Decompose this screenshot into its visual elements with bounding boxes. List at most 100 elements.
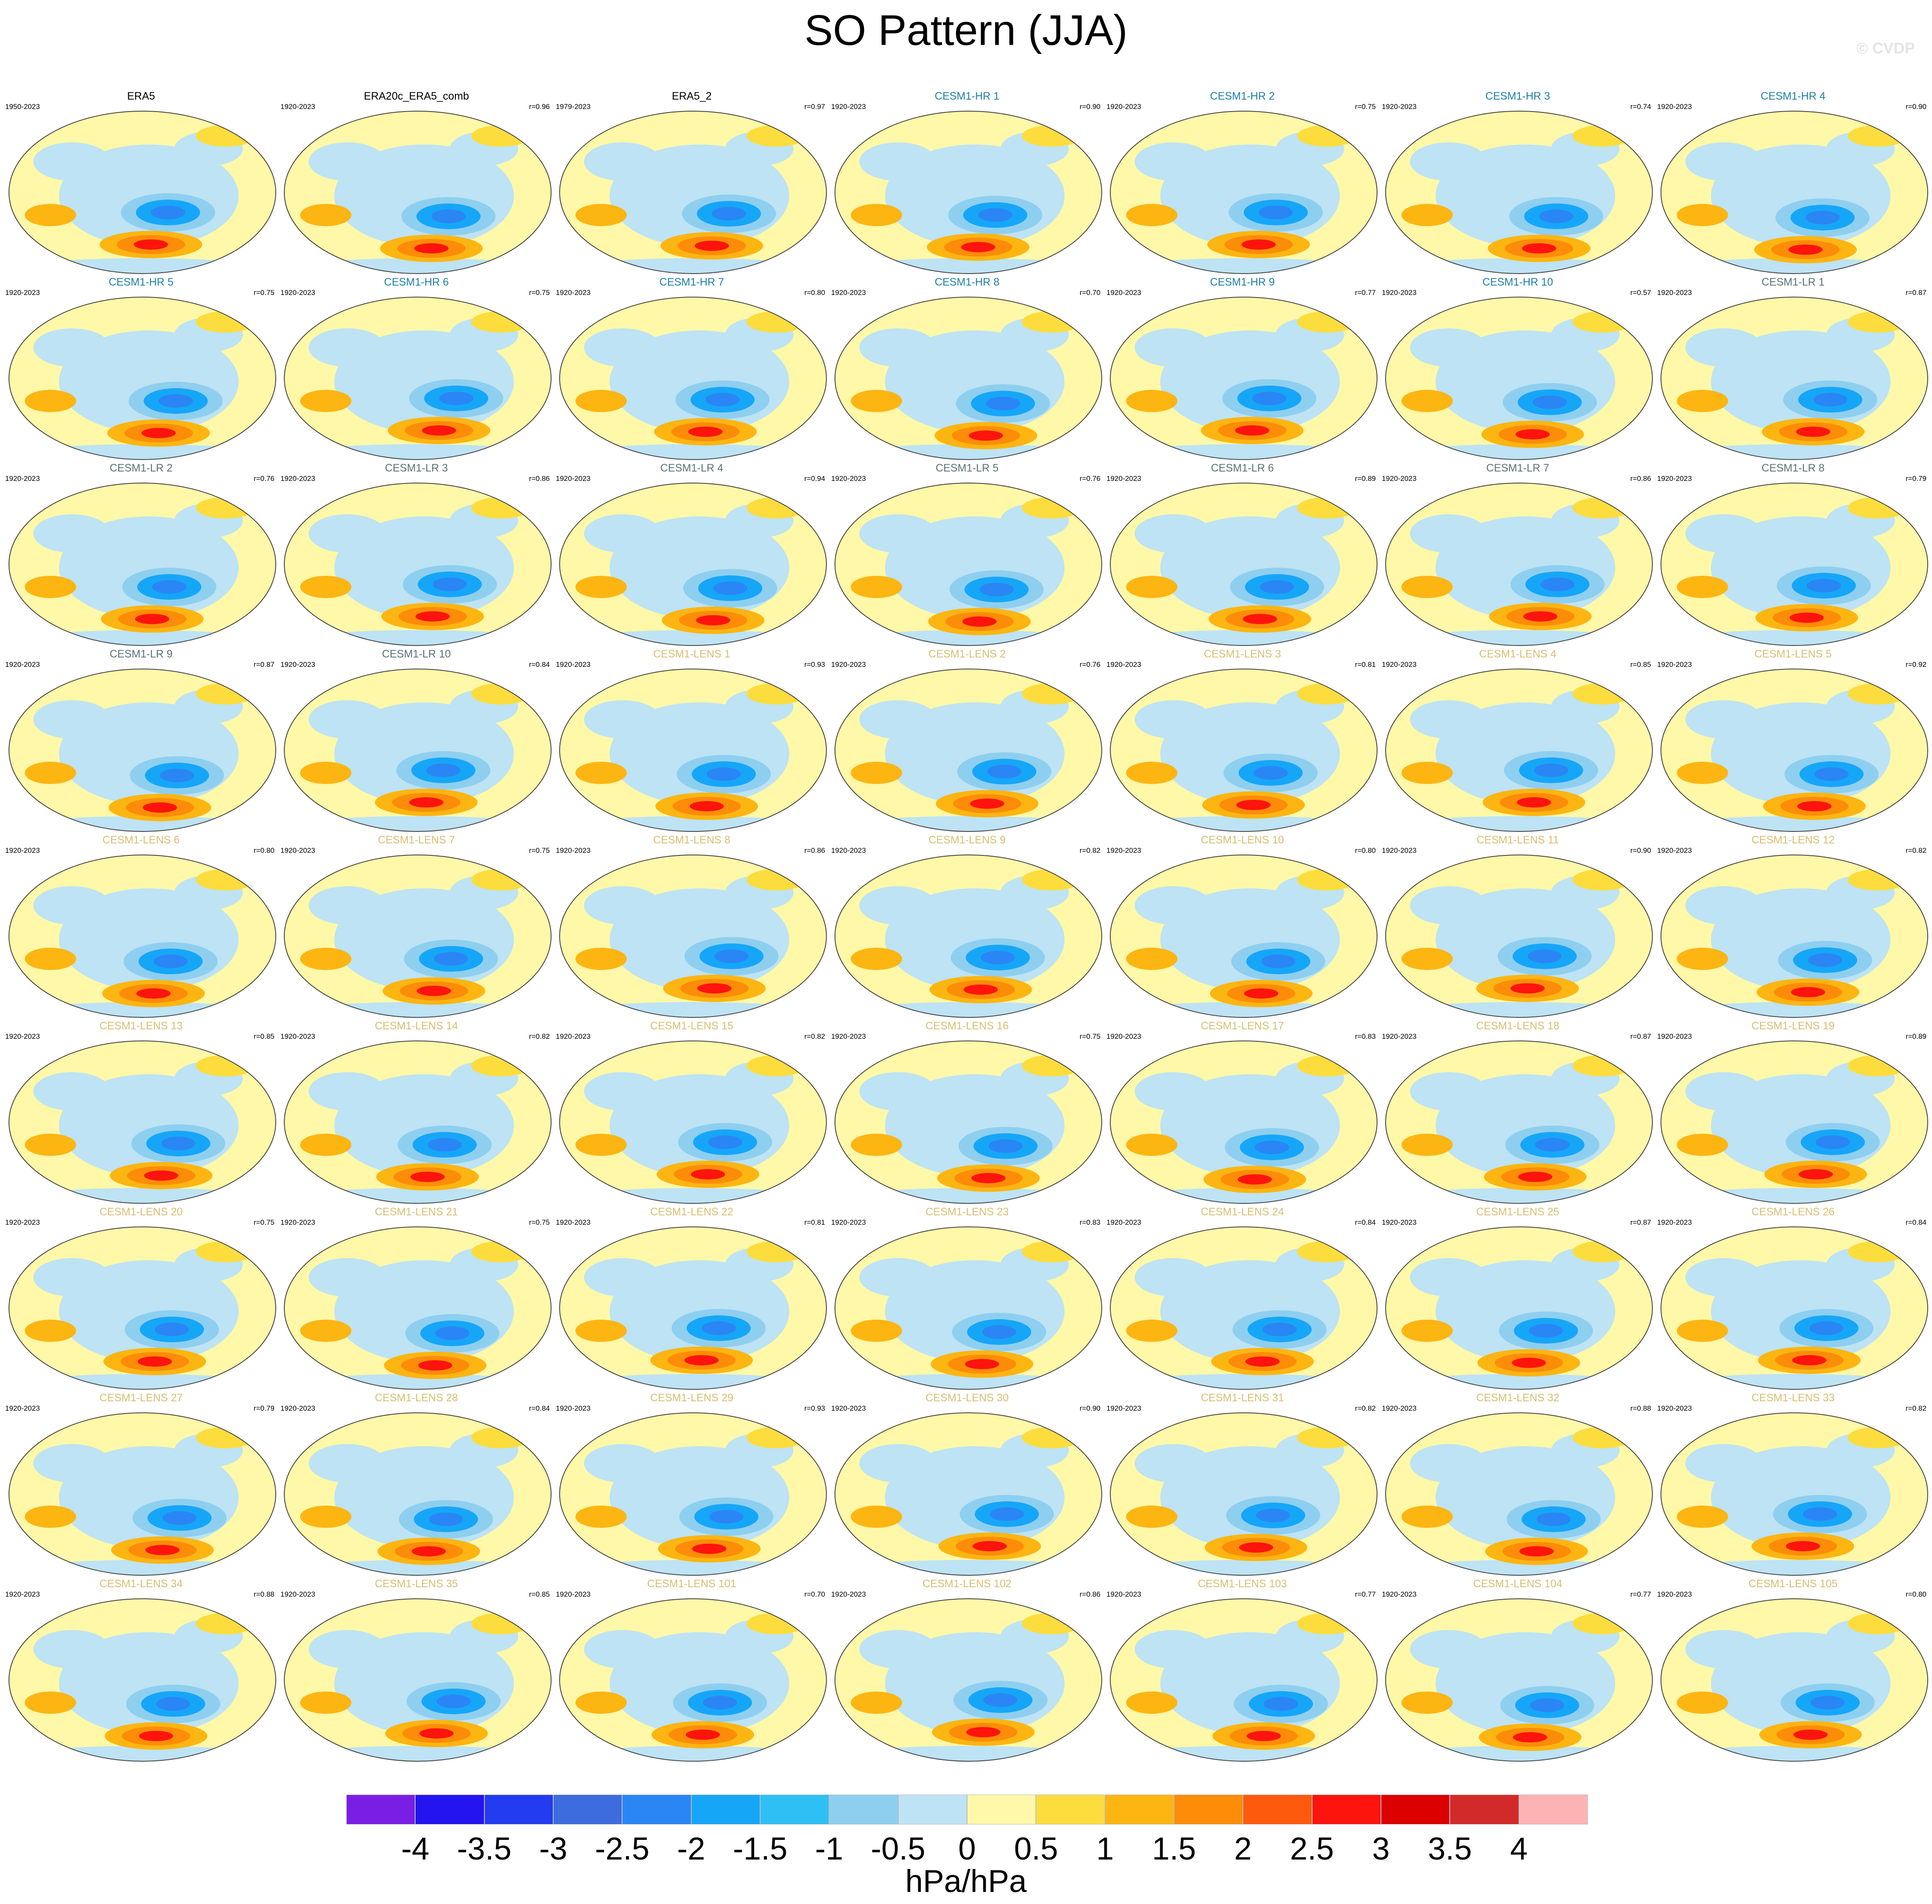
colorbar-swatch: [829, 1795, 898, 1824]
page-title: SO Pattern (JJA): [804, 6, 1128, 54]
negative-anomaly-region: [289, 444, 546, 460]
positive-anomaly-region: [300, 1134, 351, 1156]
negative-anomaly-core: [431, 209, 466, 223]
negative-anomaly-core: [983, 1693, 1018, 1707]
map-panel: CESM1-LENS 104 1920-2023 r=0.77: [1381, 1577, 1655, 1763]
positive-anomaly-region: [1126, 1692, 1177, 1714]
positive-anomaly-region: [25, 390, 76, 412]
panel-years: 1920-2023: [280, 475, 316, 483]
negative-anomaly-region: [840, 1002, 1097, 1017]
panel-years: 1920-2023: [1106, 1218, 1142, 1226]
positive-anomaly-core: [134, 239, 168, 250]
panel-correlation: r=0.77: [1355, 1590, 1376, 1598]
panel-correlation: r=0.93: [804, 660, 825, 669]
world-map: [1661, 297, 1928, 460]
negative-anomaly-core: [1261, 955, 1295, 968]
colorbar-swatch: [484, 1795, 553, 1824]
panel-years: 1920-2023: [280, 1218, 316, 1226]
positive-anomaly-core: [1243, 614, 1277, 624]
positive-anomaly-region: [746, 869, 806, 890]
map-panel: CESM1-LENS 14 1920-2023 r=0.82: [280, 1020, 553, 1205]
panel-title: CESM1-LENS 10: [1200, 834, 1284, 846]
positive-anomaly-core: [409, 797, 443, 808]
positive-anomaly-region: [471, 1241, 531, 1262]
positive-anomaly-region: [1572, 1427, 1632, 1448]
world-map: [835, 297, 1102, 460]
negative-anomaly-region: [584, 1258, 661, 1297]
negative-anomaly-region: [309, 1630, 386, 1668]
negative-anomaly-core: [703, 1696, 737, 1709]
panel-title: CESM1-LENS 7: [378, 834, 455, 846]
panel-title: CESM1-LR 5: [935, 462, 999, 474]
positive-anomaly-region: [1572, 869, 1632, 890]
panel-title: ERA20c_ERA5_comb: [364, 90, 469, 102]
negative-anomaly-region: [565, 1374, 821, 1389]
panel-title: CESM1-LR 6: [1211, 462, 1274, 474]
negative-anomaly-region: [1115, 816, 1372, 831]
panel-correlation: r=0.57: [1630, 289, 1651, 297]
globe-outline: [284, 1598, 552, 1762]
positive-anomaly-region: [471, 869, 531, 890]
map-panel: CESM1-LENS 25 1920-2023 r=0.87: [1381, 1205, 1655, 1391]
positive-anomaly-region: [1297, 125, 1357, 147]
positive-anomaly-core: [412, 1546, 446, 1556]
positive-anomaly-core: [1244, 988, 1278, 999]
colorbar-swatch: [691, 1795, 760, 1824]
globe-outline: [1385, 111, 1653, 274]
panel-correlation: r=0.83: [1355, 1032, 1376, 1040]
negative-anomaly-core: [707, 767, 741, 781]
negative-anomaly-region: [1115, 630, 1372, 645]
globe-outline: [9, 1598, 276, 1762]
positive-anomaly-region: [575, 1692, 627, 1714]
panel-years: 1920-2023: [831, 1590, 866, 1598]
world-map: [1661, 1040, 1928, 1204]
map-panel: CESM1-LENS 5 1920-2023 r=0.92: [1656, 648, 1930, 834]
colorbar-swatch: [1243, 1795, 1312, 1824]
globe-outline: [559, 1412, 827, 1576]
panel-correlation: r=0.86: [1630, 475, 1651, 483]
positive-anomaly-region: [1022, 1055, 1082, 1076]
negative-anomaly-region: [1410, 1072, 1487, 1111]
positive-anomaly-region: [300, 948, 351, 970]
negative-anomaly-region: [859, 886, 936, 925]
panel-years: 1920-2023: [1106, 103, 1142, 111]
panel-years: 1920-2023: [280, 1032, 316, 1040]
panel-years: 1920-2023: [556, 1032, 591, 1040]
negative-anomaly-region: [840, 258, 1097, 274]
world-map: [1110, 1040, 1377, 1204]
positive-anomaly-region: [1022, 683, 1082, 704]
negative-anomaly-region: [33, 1072, 110, 1111]
map-panel: CESM1-LENS 1 1920-2023 r=0.93: [555, 648, 829, 834]
colorbar-swatch: [1312, 1795, 1381, 1824]
panel-correlation: r=0.82: [1080, 846, 1100, 855]
positive-anomaly-region: [1572, 125, 1632, 147]
negative-anomaly-region: [1410, 1258, 1487, 1297]
globe-outline: [835, 111, 1102, 274]
positive-anomaly-region: [1126, 948, 1177, 970]
colorbar-swatch: [553, 1795, 622, 1824]
negative-anomaly-core: [1535, 1138, 1569, 1152]
panel-title: CESM1-LR 9: [109, 648, 173, 660]
panel-correlation: r=0.87: [1630, 1032, 1651, 1040]
panel-correlation: r=0.85: [529, 1590, 550, 1598]
panel-title: CESM1-LENS 24: [1200, 1206, 1284, 1218]
positive-anomaly-core: [1512, 1358, 1546, 1368]
globe-outline: [1661, 297, 1928, 460]
negative-anomaly-region: [1115, 1374, 1372, 1389]
negative-anomaly-region: [33, 1630, 110, 1668]
map-panel: CESM1-LR 9 1920-2023 r=0.87: [4, 648, 278, 834]
globe-outline: [559, 297, 827, 460]
world-map: [835, 483, 1102, 646]
panel-years: 1920-2023: [556, 475, 591, 483]
panel-correlation: r=0.90: [1080, 1404, 1100, 1412]
panel-years: 1920-2023: [5, 1032, 40, 1040]
negative-anomaly-core: [1814, 767, 1849, 781]
panel-title: CESM1-LENS 33: [1751, 1392, 1835, 1404]
positive-anomaly-region: [1297, 311, 1357, 333]
colorbar-swatch: [898, 1795, 967, 1824]
positive-anomaly-region: [1297, 1241, 1357, 1262]
positive-anomaly-region: [1572, 1613, 1632, 1634]
panel-correlation: r=0.93: [804, 1404, 825, 1412]
positive-anomaly-region: [1126, 390, 1177, 412]
negative-anomaly-core: [437, 1695, 471, 1708]
